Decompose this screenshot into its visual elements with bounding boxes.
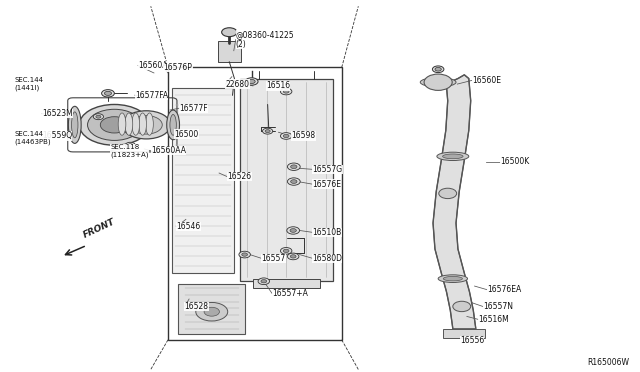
Circle shape [433,66,444,73]
Text: 16557+A: 16557+A [272,289,308,298]
Text: 16576EA: 16576EA [487,285,522,294]
Circle shape [221,28,237,37]
Circle shape [204,307,220,316]
Text: 16598: 16598 [291,131,316,141]
Text: 16576P: 16576P [164,63,193,72]
Circle shape [284,249,289,253]
Text: 16560E: 16560E [472,76,501,85]
Text: 16528: 16528 [184,302,209,311]
Circle shape [131,116,163,134]
Ellipse shape [132,113,140,135]
Text: 16556: 16556 [460,336,484,346]
Circle shape [287,178,300,185]
Circle shape [280,133,292,139]
Ellipse shape [427,80,450,85]
Circle shape [287,163,300,170]
Circle shape [258,278,269,285]
Circle shape [287,227,300,234]
Circle shape [104,91,111,95]
Circle shape [248,80,255,84]
Circle shape [245,78,258,85]
Circle shape [284,134,289,138]
Ellipse shape [118,113,126,135]
Circle shape [93,114,104,120]
Text: 16546: 16546 [176,222,200,231]
Bar [178,284,245,334]
Ellipse shape [139,113,147,135]
Text: @08360-41225
(2): @08360-41225 (2) [236,30,294,49]
Polygon shape [427,75,476,329]
Bar [444,329,484,338]
Circle shape [290,229,296,232]
Circle shape [291,165,297,169]
Ellipse shape [437,152,468,161]
Text: 22680: 22680 [225,80,250,89]
Text: 16523M: 16523M [42,109,73,118]
Circle shape [100,117,129,133]
Text: SEC.144
(14463PB): SEC.144 (14463PB) [15,131,51,145]
Ellipse shape [444,276,463,281]
Circle shape [435,67,442,71]
Text: R165006W: R165006W [588,357,630,366]
Circle shape [284,90,289,93]
Circle shape [439,188,457,199]
Circle shape [102,90,115,97]
Circle shape [280,88,292,95]
Text: FRONT: FRONT [83,217,117,240]
Circle shape [280,247,292,254]
Circle shape [453,301,470,312]
Text: 16516: 16516 [266,81,290,90]
Circle shape [125,142,136,148]
Circle shape [196,302,228,321]
Ellipse shape [125,113,132,135]
Bar [240,78,333,280]
Text: 16559Q: 16559Q [42,131,72,141]
Circle shape [291,255,296,258]
Text: 16580D: 16580D [312,254,342,263]
Circle shape [261,280,267,283]
Text: 16577FA: 16577FA [135,91,168,100]
Bar [168,67,342,340]
Text: SEC.144
(1441I): SEC.144 (1441I) [15,77,44,91]
Bar [218,41,241,62]
Circle shape [128,144,133,147]
Circle shape [265,130,270,133]
Circle shape [88,109,141,140]
Text: 16560AA: 16560AA [151,146,186,155]
Text: 16557: 16557 [261,254,285,263]
Ellipse shape [443,154,463,159]
Circle shape [79,105,150,145]
Text: 16526: 16526 [227,172,252,181]
Text: SEC.118
(11823+A): SEC.118 (11823+A) [111,144,149,157]
Circle shape [291,180,297,183]
Circle shape [287,253,299,260]
Ellipse shape [167,110,179,140]
Ellipse shape [170,115,176,135]
Bar [172,88,234,273]
Text: 16516M: 16516M [478,315,509,324]
Ellipse shape [420,77,456,87]
Circle shape [122,111,171,139]
Ellipse shape [438,275,467,282]
Circle shape [262,128,273,134]
Text: 16560A: 16560A [138,61,168,70]
Text: 16557N: 16557N [483,302,513,311]
Bar [253,279,320,288]
Circle shape [239,251,250,258]
Text: 16557G: 16557G [312,165,342,174]
Circle shape [96,115,101,118]
Text: 16576E: 16576E [312,180,341,189]
Circle shape [424,74,452,90]
Text: 16510B: 16510B [312,228,342,237]
Circle shape [242,253,248,256]
Text: 16500K: 16500K [500,157,529,166]
Text: 16500: 16500 [174,129,198,139]
Ellipse shape [72,112,78,138]
Ellipse shape [68,106,81,143]
Text: 16577F: 16577F [179,104,208,113]
Ellipse shape [146,113,154,135]
